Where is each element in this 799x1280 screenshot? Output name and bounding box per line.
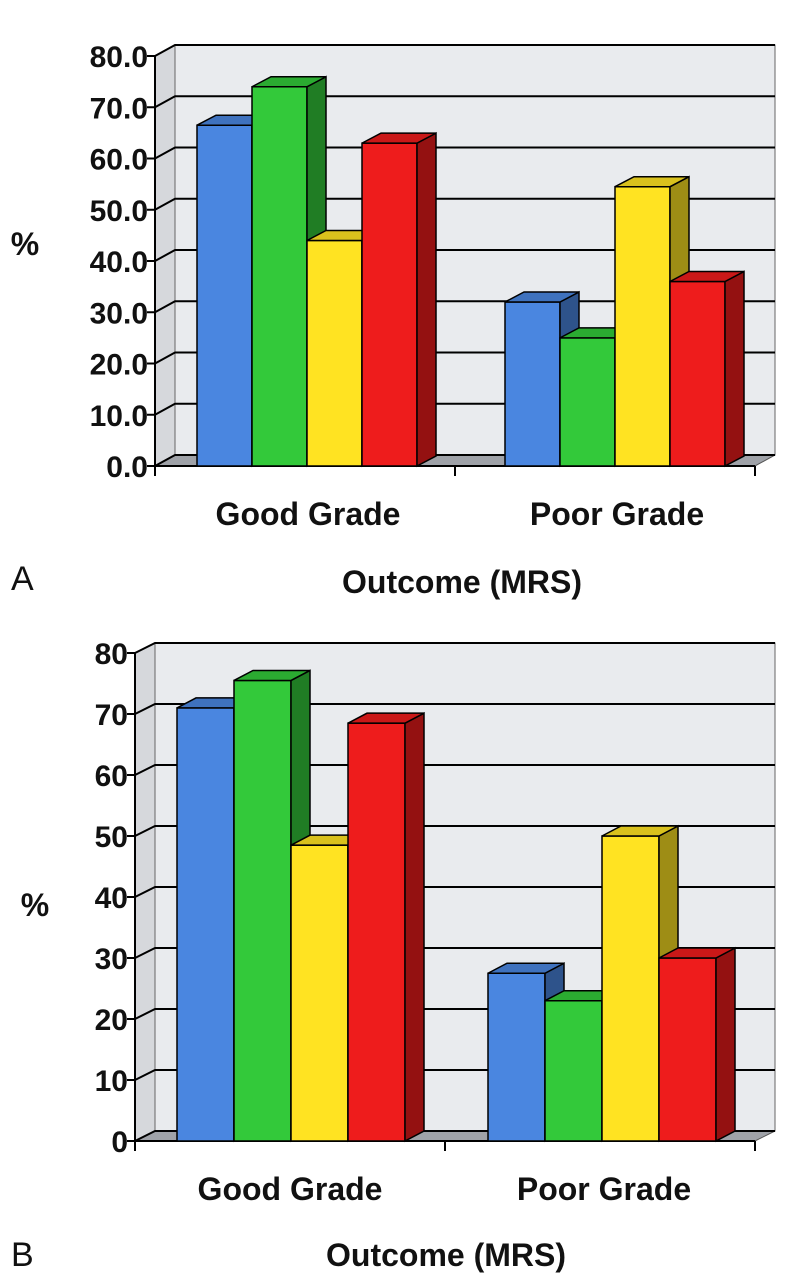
x-category-label: Good Grade — [216, 496, 401, 532]
y-axis-title: % — [21, 887, 49, 923]
gridline — [134, 642, 775, 654]
gridline — [154, 146, 775, 160]
y-tick-label: 10.0 — [90, 400, 148, 433]
bar-front — [669, 280, 726, 467]
x-axis-title: Outcome (MRS) — [342, 564, 582, 600]
bar-front — [614, 185, 671, 467]
bar-front — [544, 999, 603, 1142]
bar-side — [404, 711, 425, 1143]
gridline — [154, 44, 775, 57]
y-tick-label: 70 — [95, 699, 128, 732]
gridline — [154, 95, 775, 109]
bar — [233, 669, 311, 1143]
y-axis-title: % — [11, 226, 39, 262]
bar-top — [658, 947, 736, 959]
y-tick-label: 0.0 — [106, 451, 148, 484]
bar-top — [487, 962, 565, 974]
bar-top — [233, 669, 311, 682]
bar-side — [715, 946, 736, 1143]
y-tick-label: 50 — [95, 821, 128, 854]
y-tick-label: 40 — [95, 882, 128, 915]
bar-top — [669, 270, 745, 283]
bar — [658, 946, 736, 1143]
gridline — [154, 197, 775, 211]
bar-front — [251, 86, 308, 467]
gridline — [134, 947, 775, 959]
bar — [669, 270, 745, 468]
bar-front — [487, 972, 546, 1142]
y-tick-label: 30 — [95, 943, 128, 976]
gridline — [154, 249, 775, 262]
panel-label: B — [11, 1236, 34, 1274]
bar-front — [559, 337, 616, 467]
bar-side — [416, 131, 437, 468]
panel-b: 0 10 20 30 40 50 60 70 80 Good Grade Poor Grade% Ou… — [11, 638, 776, 1274]
y-tick-label: 50.0 — [90, 195, 148, 228]
x-category-label: Good Grade — [198, 1171, 383, 1207]
bar-top — [614, 175, 690, 188]
bar-side — [724, 270, 745, 468]
y-tick-label: 0 — [111, 1126, 128, 1159]
x-category-label: Poor Grade — [530, 496, 704, 532]
y-tick-label: 80 — [95, 638, 128, 671]
y-tick-label: 70.0 — [90, 92, 148, 125]
x-category-label: Poor Grade — [517, 1171, 691, 1207]
bar — [361, 131, 437, 468]
bar-front — [347, 722, 406, 1142]
bar-top — [601, 825, 679, 837]
panel-label: A — [11, 560, 34, 598]
bar-front — [290, 844, 349, 1142]
bar-front — [306, 239, 363, 467]
y-tick-label: 30.0 — [90, 297, 148, 330]
gridline — [134, 764, 775, 776]
bar — [347, 711, 425, 1143]
y-tick-label: 60.0 — [90, 144, 148, 177]
bar-front — [504, 301, 561, 467]
y-tick-label: 40.0 — [90, 246, 148, 279]
y-tick-label: 80.0 — [90, 41, 148, 74]
y-tick-label: 20.0 — [90, 349, 148, 382]
bar-front — [176, 707, 235, 1142]
bar-top — [504, 291, 580, 303]
bar-front — [601, 835, 660, 1142]
x-axis-title: Outcome (MRS) — [326, 1237, 566, 1273]
bar-front — [361, 142, 418, 467]
y-tick-label: 10 — [95, 1065, 128, 1098]
y-tick-label: 20 — [95, 1004, 128, 1037]
gridline — [134, 825, 775, 837]
bar-top — [251, 76, 327, 88]
bar-top — [361, 132, 437, 144]
bar-top — [347, 712, 425, 724]
bar-front — [196, 124, 253, 467]
bar-front — [233, 679, 292, 1142]
panel-a: 0.0 10.0 20.0 30.0 40.0 50.0 60.0 70.0 80.0 Good … — [11, 41, 776, 600]
gridline — [134, 703, 775, 715]
bar-front — [658, 957, 717, 1142]
gridline — [134, 886, 775, 898]
y-tick-label: 60 — [95, 760, 128, 793]
